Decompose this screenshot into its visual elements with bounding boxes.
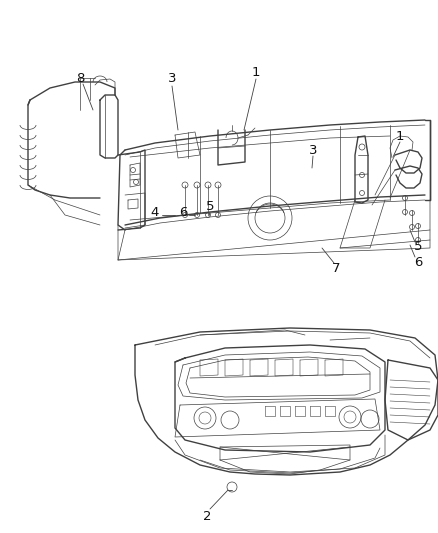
Text: 1: 1 bbox=[396, 130, 404, 142]
Text: 6: 6 bbox=[414, 255, 422, 269]
Text: 3: 3 bbox=[168, 72, 176, 85]
Text: 7: 7 bbox=[332, 262, 340, 274]
Text: 6: 6 bbox=[179, 206, 187, 219]
Text: 2: 2 bbox=[203, 510, 211, 522]
Text: 5: 5 bbox=[414, 239, 422, 253]
Text: 1: 1 bbox=[252, 66, 260, 78]
Text: 8: 8 bbox=[76, 71, 84, 85]
Text: 4: 4 bbox=[151, 206, 159, 219]
Text: 3: 3 bbox=[309, 143, 317, 157]
Text: 5: 5 bbox=[206, 200, 214, 214]
